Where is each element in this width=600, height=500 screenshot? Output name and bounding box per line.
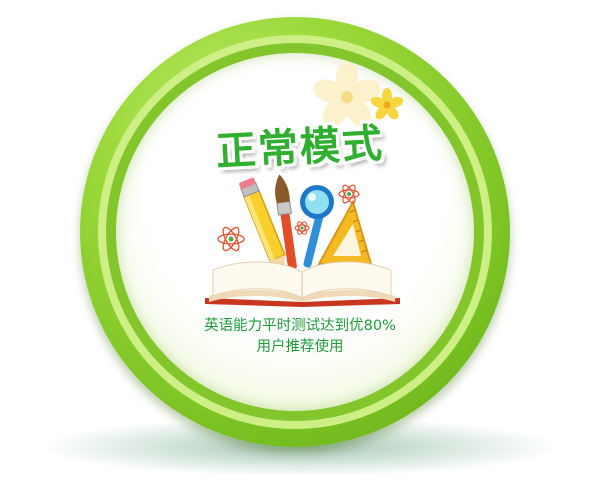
small-flower-icon	[370, 88, 404, 120]
magnifying-glass-icon	[300, 185, 334, 268]
description-line-2: 用户推荐使用	[256, 339, 344, 355]
paintbrush-icon	[275, 174, 297, 270]
atom-icon	[338, 184, 360, 204]
pencil-icon	[239, 177, 286, 275]
book-supplies-illustration	[205, 174, 400, 307]
atom-icon	[294, 221, 310, 235]
open-book-icon	[205, 261, 400, 307]
atom-icon	[217, 226, 245, 252]
flower-icon	[313, 62, 381, 127]
mode-description: 英语能力平时测试达到优80% 用户推荐使用	[150, 316, 450, 358]
card-face	[116, 53, 474, 411]
description-line-1: 英语能力平时测试达到优80%	[204, 318, 396, 334]
normal-mode-button[interactable]	[80, 17, 510, 447]
